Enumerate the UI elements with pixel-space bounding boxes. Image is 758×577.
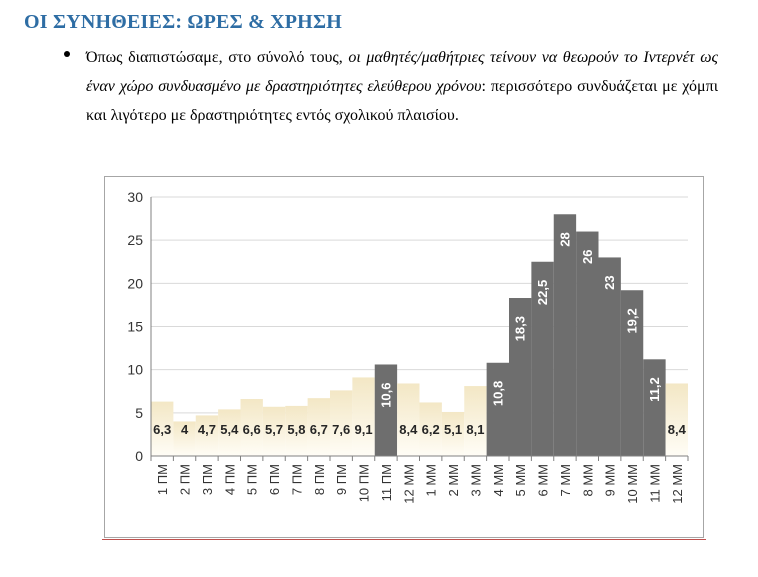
x-tick-label: 7 ΜΜ	[558, 464, 573, 497]
x-tick-label: 8 ΠΜ	[312, 464, 327, 495]
bar-highlighted	[486, 362, 509, 456]
bar-highlighted	[553, 214, 577, 456]
x-tick-label: 3 ΠΜ	[200, 464, 215, 495]
y-tick-label: 0	[135, 448, 143, 464]
bar-highlighted	[374, 364, 398, 456]
x-tick-label: 10 ΠΜ	[357, 464, 372, 502]
bar-value-label: 4,7	[198, 422, 216, 437]
bar	[665, 383, 688, 456]
bar	[285, 405, 308, 456]
x-tick-label: 5 ΠΜ	[245, 464, 260, 495]
section-heading: ΟΙ ΣΥΝΗΘΕΙΕΣ: ΩΡΕΣ & ΧΡΗΣΗ	[24, 11, 342, 33]
bar-value-label: 18,3	[513, 316, 528, 341]
bar-value-label: 10,8	[490, 381, 505, 406]
x-tick-label: 12 ΜΜ	[670, 464, 685, 504]
bar-highlighted	[509, 298, 532, 456]
y-tick-label: 20	[127, 275, 143, 291]
bar-highlighted	[531, 261, 554, 456]
x-tick-label: 9 ΜΜ	[603, 464, 618, 497]
x-tick-label: 8 ΜΜ	[580, 464, 595, 497]
bar-value-label: 6,2	[422, 422, 440, 437]
x-tick-label: 5 ΜΜ	[513, 464, 528, 497]
bar-value-label: 11,2	[647, 377, 662, 402]
bullet-paragraph: Όπως διαπιστώσαμε, στο σύνολό τους, οι μ…	[86, 43, 718, 130]
bar-value-label: 5,8	[287, 422, 305, 437]
paragraph-rest: : περισσότερο συνδυάζεται με χόμπι και λ…	[86, 78, 719, 124]
y-tick-label: 30	[127, 189, 143, 205]
x-tick-label: 11 ΠΜ	[379, 464, 394, 501]
bar-highlighted	[598, 257, 621, 456]
bar-value-label: 19,2	[625, 308, 640, 333]
bar	[262, 406, 286, 456]
bar	[195, 415, 219, 456]
y-tick-label: 10	[127, 362, 143, 378]
bar-highlighted	[576, 231, 599, 456]
bar-value-label: 5,7	[265, 422, 283, 437]
x-tick-label: 2 ΜΜ	[446, 464, 461, 497]
bar-value-label: 9,1	[355, 422, 373, 437]
bar-value-label: 7,6	[332, 422, 350, 437]
bar-value-label: 28	[557, 232, 572, 246]
bar-value-label: 10,6	[378, 382, 393, 407]
bar	[151, 401, 174, 456]
bar	[218, 409, 241, 456]
bar	[441, 411, 465, 456]
paragraph-emphasis: οι μαθητές/μαθήτριες τείνουν να θεωρούν …	[86, 49, 718, 95]
x-tick-label: 11 ΜΜ	[647, 464, 662, 503]
x-tick-label: 1 ΜΜ	[424, 464, 439, 497]
bar	[307, 398, 330, 456]
bar	[352, 377, 375, 456]
bar-value-label: 6,6	[243, 422, 261, 437]
bar-highlighted	[643, 359, 666, 456]
bar	[464, 386, 487, 456]
bar-value-label: 22,5	[535, 280, 550, 305]
chart-frame: 6,3 4 4,7 5,4 6,6 5,7 5,8 6,7 7,6 9,1 10,6 8,4 6,2 5,…	[104, 176, 704, 538]
bottom-divider	[102, 539, 706, 540]
bar	[419, 402, 442, 456]
bar	[173, 421, 196, 456]
bar-value-label: 8,1	[466, 422, 484, 437]
x-tick-label: 7 ΠΜ	[289, 464, 304, 495]
bar-value-label: 4	[181, 422, 189, 437]
x-tick-label: 12 ΜΜ	[401, 464, 416, 504]
bar	[330, 390, 353, 456]
x-tick-label: 6 ΜΜ	[536, 464, 551, 497]
bar-value-label: 6,3	[153, 422, 171, 437]
y-tick-label: 15	[127, 319, 143, 335]
bar-value-label: 5,1	[444, 422, 462, 437]
bar	[397, 383, 420, 456]
x-tick-label: 10 ΜΜ	[625, 464, 640, 504]
bullet-icon	[64, 51, 70, 57]
x-tick-label: 4 ΜΜ	[491, 464, 506, 497]
x-tick-label: 6 ΠΜ	[267, 464, 282, 495]
bar-value-label: 8,4	[399, 422, 418, 437]
bar-value-label: 26	[580, 250, 595, 264]
bar-value-label: 8,4	[668, 422, 687, 437]
paragraph-intro: Όπως διαπιστώσαμε, στο σύνολό τους,	[86, 49, 349, 66]
bar-value-label: 6,7	[310, 422, 328, 437]
x-tick-label: 9 ΠΜ	[334, 464, 349, 495]
bar-value-label: 5,4	[220, 422, 239, 437]
bar-highlighted	[620, 290, 644, 456]
bar	[240, 399, 263, 456]
x-tick-label: 2 ΠΜ	[178, 464, 193, 495]
y-tick-label: 25	[127, 232, 143, 248]
y-tick-label: 5	[135, 405, 143, 421]
bar-chart: 6,3 4 4,7 5,4 6,6 5,7 5,8 6,7 7,6 9,1 10,6 8,4 6,2 5,…	[127, 189, 689, 504]
x-tick-label: 3 ΜΜ	[468, 464, 483, 497]
x-tick-label: 1 ΠΜ	[155, 464, 170, 495]
x-tick-label: 4 ΠΜ	[222, 464, 237, 495]
bar-value-label: 23	[602, 275, 617, 289]
